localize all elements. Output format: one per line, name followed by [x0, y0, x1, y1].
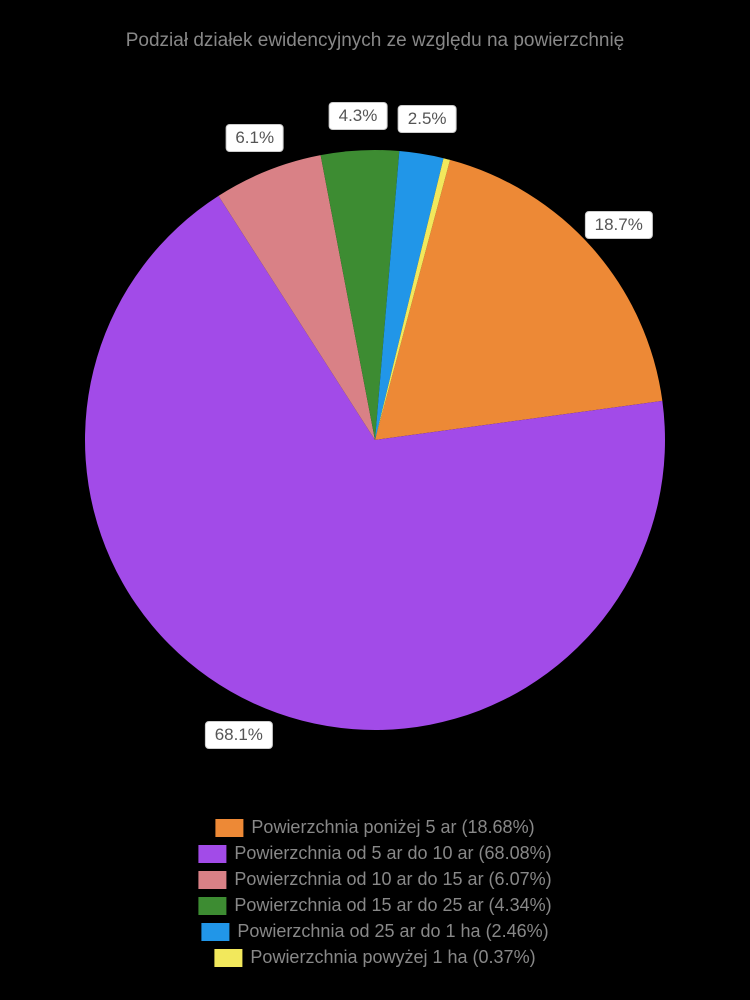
legend-swatch — [201, 923, 229, 941]
legend-label: Powierzchnia od 10 ar do 15 ar (6.07%) — [234, 869, 551, 890]
legend-item: Powierzchnia od 5 ar do 10 ar (68.08%) — [198, 843, 551, 864]
slice-pct-label: 6.1% — [225, 124, 284, 152]
legend-item: Powierzchnia od 25 ar do 1 ha (2.46%) — [201, 921, 548, 942]
legend-label: Powierzchnia od 25 ar do 1 ha (2.46%) — [237, 921, 548, 942]
legend-swatch — [215, 819, 243, 837]
pie-svg — [83, 148, 667, 732]
legend-label: Powierzchnia poniżej 5 ar (18.68%) — [251, 817, 534, 838]
legend-swatch — [198, 897, 226, 915]
pie-chart: 18.7%68.1%6.1%4.3%2.5% — [83, 148, 667, 732]
slice-pct-label: 68.1% — [205, 721, 273, 749]
legend-label: Powierzchnia od 15 ar do 25 ar (4.34%) — [234, 895, 551, 916]
slice-pct-label: 2.5% — [398, 105, 457, 133]
slice-pct-label: 4.3% — [329, 102, 388, 130]
slice-pct-label: 18.7% — [585, 211, 653, 239]
chart-title: Podział działek ewidencyjnych ze względu… — [0, 0, 750, 52]
legend-item: Powierzchnia poniżej 5 ar (18.68%) — [215, 817, 534, 838]
legend-item: Powierzchnia od 15 ar do 25 ar (4.34%) — [198, 895, 551, 916]
legend-swatch — [198, 871, 226, 889]
legend-label: Powierzchnia od 5 ar do 10 ar (68.08%) — [234, 843, 551, 864]
legend-item: Powierzchnia od 10 ar do 15 ar (6.07%) — [198, 869, 551, 890]
legend-item: Powierzchnia powyżej 1 ha (0.37%) — [214, 947, 535, 968]
legend-swatch — [198, 845, 226, 863]
legend-label: Powierzchnia powyżej 1 ha (0.37%) — [250, 947, 535, 968]
legend-swatch — [214, 949, 242, 967]
legend: Powierzchnia poniżej 5 ar (18.68%) Powier… — [198, 817, 551, 968]
